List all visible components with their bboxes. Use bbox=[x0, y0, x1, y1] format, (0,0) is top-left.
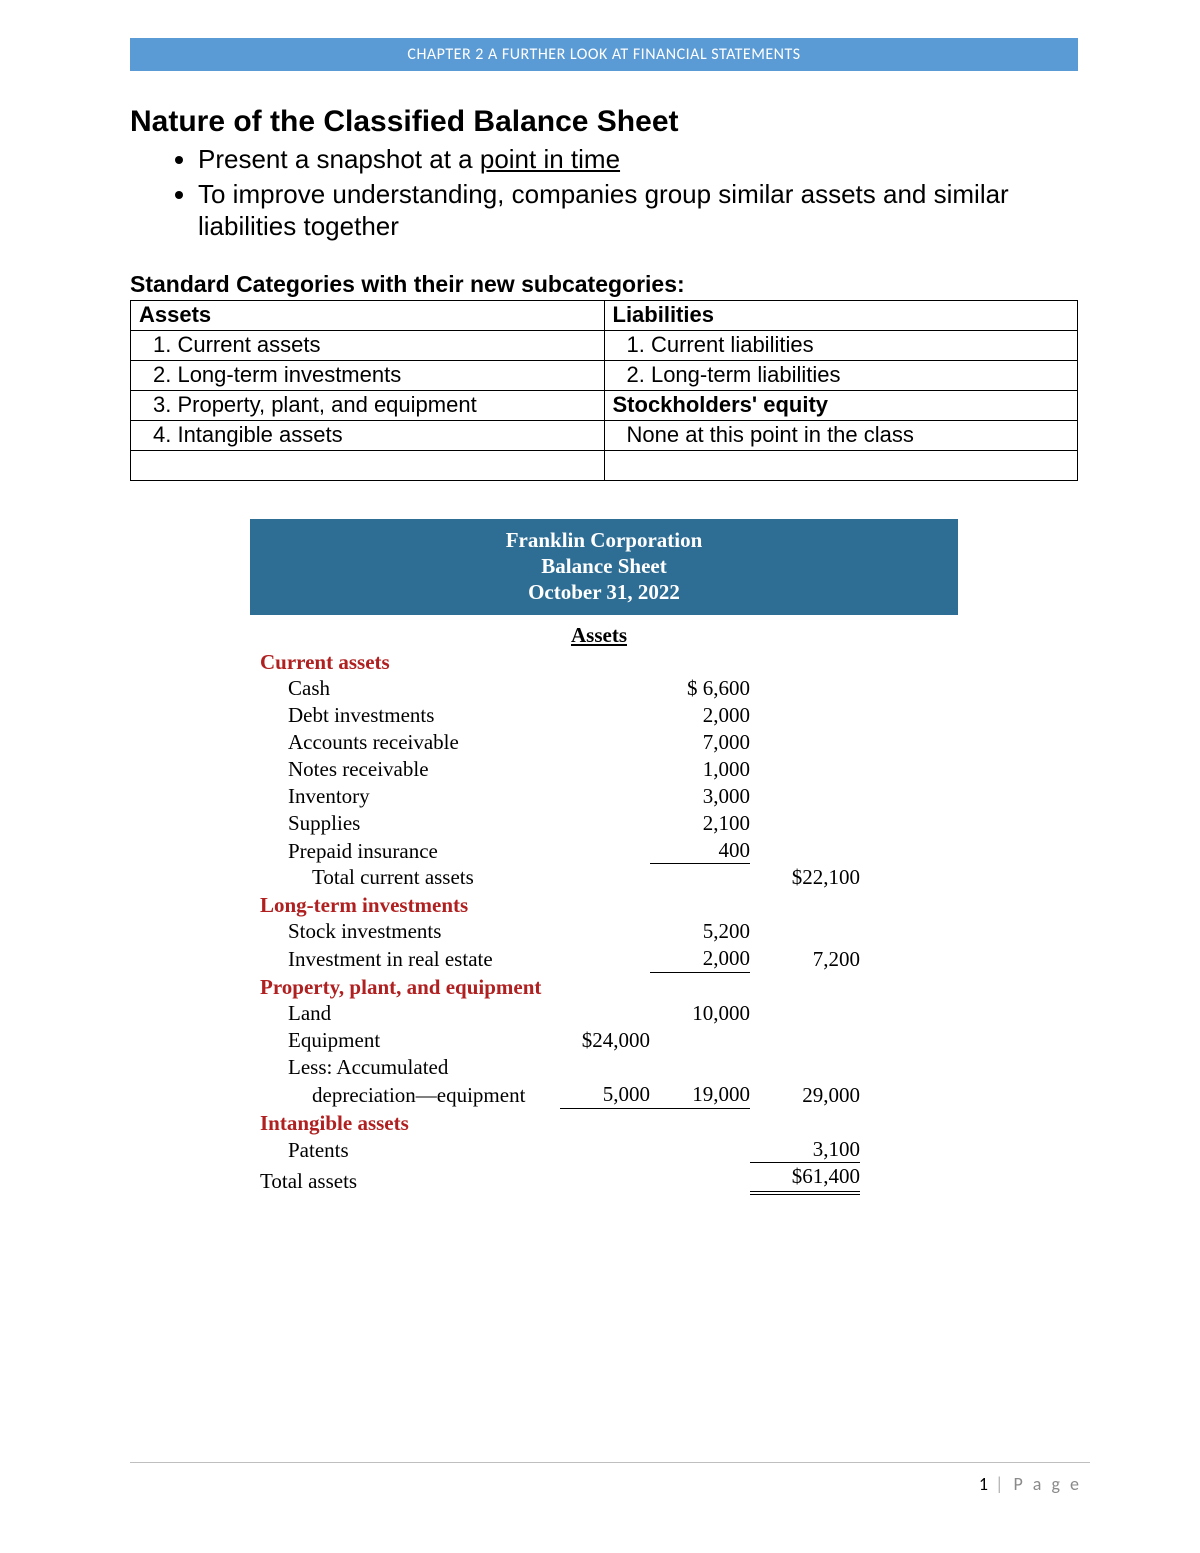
row-eq-net: 19,000 bbox=[650, 1081, 750, 1109]
row-ta-value: $61,400 bbox=[750, 1163, 860, 1195]
footer-sep: | bbox=[988, 1473, 1013, 1495]
bullet-1-text: Present a snapshot at a bbox=[198, 144, 480, 174]
balance-sheet: Franklin Corporation Balance Sheet Octob… bbox=[250, 519, 958, 1196]
row-ar-label: Accounts receivable bbox=[260, 729, 560, 756]
row-eq-label: Equipment bbox=[260, 1027, 560, 1054]
row-ta-label: Total assets bbox=[260, 1168, 560, 1195]
row-ar-value: 7,000 bbox=[650, 729, 750, 756]
cat-r2c1: 2. Long-term investments bbox=[131, 360, 605, 390]
row-pre-label: Prepaid insurance bbox=[260, 838, 560, 865]
cat-col1-header: Assets bbox=[131, 300, 605, 330]
bs-date: October 31, 2022 bbox=[250, 579, 958, 605]
bs-cat-lti: Long-term investments bbox=[260, 893, 938, 918]
cat-r5c1 bbox=[131, 450, 605, 480]
row-pat-label: Patents bbox=[260, 1137, 560, 1164]
balance-sheet-body: Assets Current assets Cash $ 6,600 Debt i… bbox=[250, 615, 958, 1195]
bs-cat-intangible: Intangible assets bbox=[260, 1111, 938, 1136]
bullet-list: Present a snapshot at a point in time To… bbox=[130, 143, 1078, 243]
row-sup-label: Supplies bbox=[260, 810, 560, 837]
bullet-1-underline: point in time bbox=[480, 144, 620, 174]
row-tca-value: $22,100 bbox=[750, 864, 860, 891]
row-ire-label: Investment in real estate bbox=[260, 946, 560, 973]
bs-statement: Balance Sheet bbox=[250, 553, 958, 579]
cat-r1c2: 1. Current liabilities bbox=[604, 330, 1078, 360]
row-lti-total: 7,200 bbox=[750, 946, 860, 973]
row-ppe-total: 29,000 bbox=[750, 1082, 860, 1109]
balance-sheet-header: Franklin Corporation Balance Sheet Octob… bbox=[250, 519, 958, 616]
row-ire-value: 2,000 bbox=[650, 945, 750, 973]
bullet-2: To improve understanding, companies grou… bbox=[198, 178, 1078, 243]
row-tca-label: Total current assets bbox=[260, 864, 560, 891]
cat-r1c1: 1. Current assets bbox=[131, 330, 605, 360]
cat-col2-header: Liabilities bbox=[604, 300, 1078, 330]
cat-r3c2: Stockholders' equity bbox=[604, 390, 1078, 420]
bs-cat-ppe: Property, plant, and equipment bbox=[260, 975, 938, 1000]
footer-rule bbox=[130, 1462, 1090, 1463]
row-dep-value: 5,000 bbox=[560, 1081, 650, 1109]
cat-r5c2 bbox=[604, 450, 1078, 480]
row-cash-label: Cash bbox=[260, 675, 560, 702]
footer-text: 1 | P a g e bbox=[979, 1473, 1082, 1495]
footer-page-number: 1 bbox=[979, 1473, 988, 1495]
bs-cat-current: Current assets bbox=[260, 650, 938, 675]
row-sup-value: 2,100 bbox=[650, 810, 750, 837]
bullet-1: Present a snapshot at a point in time bbox=[198, 143, 1078, 176]
row-debt-label: Debt investments bbox=[260, 702, 560, 729]
row-land-value: 10,000 bbox=[650, 1000, 750, 1027]
categories-table: Assets Liabilities 1. Current assets 1. … bbox=[130, 300, 1078, 481]
row-inv-value: 3,000 bbox=[650, 783, 750, 810]
row-pat-value: 3,100 bbox=[750, 1136, 860, 1164]
row-land-label: Land bbox=[260, 1000, 560, 1027]
cat-r2c2: 2. Long-term liabilities bbox=[604, 360, 1078, 390]
row-cash-value: $ 6,600 bbox=[650, 675, 750, 702]
cat-r3c1: 3. Property, plant, and equipment bbox=[131, 390, 605, 420]
row-eq-value: $24,000 bbox=[560, 1027, 650, 1054]
cat-r4c2: None at this point in the class bbox=[604, 420, 1078, 450]
bs-company: Franklin Corporation bbox=[250, 527, 958, 553]
row-stk-label: Stock investments bbox=[260, 918, 560, 945]
row-pre-value: 400 bbox=[650, 837, 750, 865]
cat-r4c1: 4. Intangible assets bbox=[131, 420, 605, 450]
bs-section-assets: Assets bbox=[260, 623, 938, 648]
row-stk-value: 5,200 bbox=[650, 918, 750, 945]
chapter-banner: CHAPTER 2 A FURTHER LOOK AT FINANCIAL ST… bbox=[130, 38, 1078, 71]
footer-label: P a g e bbox=[1013, 1473, 1082, 1495]
row-debt-value: 2,000 bbox=[650, 702, 750, 729]
row-dep-label2: depreciation—equipment bbox=[260, 1082, 560, 1109]
row-nr-label: Notes receivable bbox=[260, 756, 560, 783]
row-dep-label1: Less: Accumulated bbox=[260, 1054, 560, 1081]
page-title: Nature of the Classified Balance Sheet bbox=[130, 105, 1078, 139]
categories-heading: Standard Categories with their new subca… bbox=[130, 271, 1078, 298]
row-nr-value: 1,000 bbox=[650, 756, 750, 783]
row-inv-label: Inventory bbox=[260, 783, 560, 810]
